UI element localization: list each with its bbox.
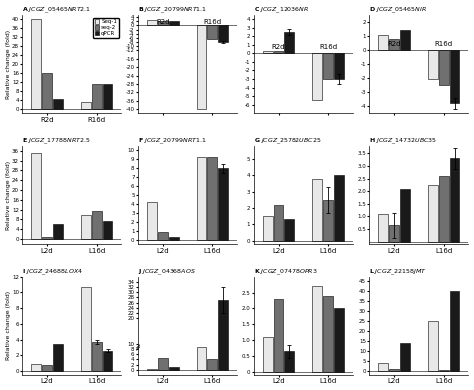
- Bar: [208, 25, 217, 39]
- Text: $\bf{E}$ $\it{JCGZ\_17788 NRT2.5}$: $\bf{E}$ $\it{JCGZ\_17788 NRT2.5}$: [22, 136, 91, 146]
- Bar: [450, 158, 459, 241]
- Y-axis label: Relative change (fold): Relative change (fold): [6, 30, 10, 99]
- Bar: [428, 185, 438, 241]
- Text: $\bf{I}$ $\it{JCGZ\_24688 LOX4}$: $\bf{I}$ $\it{JCGZ\_24688 LOX4}$: [22, 268, 83, 277]
- Y-axis label: Relative change (fold): Relative change (fold): [6, 160, 10, 229]
- Bar: [400, 343, 410, 371]
- Bar: [92, 84, 101, 109]
- Bar: [263, 216, 273, 241]
- Bar: [42, 237, 52, 239]
- Bar: [273, 299, 283, 372]
- Bar: [450, 50, 459, 103]
- Bar: [284, 351, 294, 372]
- Text: $\bf{J}$ $\it{JCGZ\_04368 AOS}$: $\bf{J}$ $\it{JCGZ\_04368 AOS}$: [138, 268, 196, 277]
- Bar: [147, 202, 157, 239]
- Bar: [323, 296, 333, 372]
- Text: R2d: R2d: [272, 44, 285, 50]
- Bar: [81, 102, 91, 109]
- Bar: [208, 360, 217, 370]
- Bar: [378, 35, 388, 50]
- Bar: [263, 51, 273, 53]
- Bar: [263, 337, 273, 372]
- Bar: [81, 215, 91, 239]
- Bar: [439, 50, 448, 85]
- Text: $\bf{B}$ $\it{JCGZ\_20799 NRT1.1}$: $\bf{B}$ $\it{JCGZ\_20799 NRT1.1}$: [138, 5, 207, 15]
- Bar: [284, 32, 294, 53]
- Bar: [439, 176, 448, 241]
- Bar: [197, 158, 206, 239]
- Bar: [42, 365, 52, 371]
- Y-axis label: Relative change (fold): Relative change (fold): [6, 291, 10, 360]
- Bar: [219, 25, 228, 42]
- Text: $\bf{L}$ $\it{JCGZ\_22158 JMT}$: $\bf{L}$ $\it{JCGZ\_22158 JMT}$: [369, 268, 427, 277]
- Bar: [103, 84, 112, 109]
- Bar: [389, 39, 399, 50]
- Text: R16d: R16d: [203, 19, 221, 25]
- Bar: [31, 364, 41, 371]
- Bar: [31, 153, 41, 239]
- Text: R16d: R16d: [319, 44, 337, 50]
- Text: $\bf{H}$ $\it{JCGZ\_14732 UBC35}$: $\bf{H}$ $\it{JCGZ\_14732 UBC35}$: [369, 136, 438, 146]
- Bar: [219, 300, 228, 370]
- Bar: [81, 287, 91, 371]
- Bar: [284, 220, 294, 241]
- Bar: [400, 30, 410, 50]
- Bar: [323, 53, 333, 79]
- Text: $\bf{A}$ $\it{JCGZ\_05465 NRT2.1}$: $\bf{A}$ $\it{JCGZ\_05465 NRT2.1}$: [22, 5, 92, 15]
- Bar: [92, 342, 101, 371]
- Bar: [103, 351, 112, 371]
- Bar: [53, 99, 63, 109]
- Bar: [103, 221, 112, 239]
- Bar: [428, 50, 438, 80]
- Text: R2d: R2d: [156, 19, 170, 25]
- Bar: [334, 308, 344, 372]
- Text: R16d: R16d: [435, 41, 453, 47]
- Bar: [147, 20, 157, 25]
- Bar: [389, 225, 399, 241]
- Bar: [400, 189, 410, 241]
- Bar: [428, 321, 438, 371]
- Bar: [208, 158, 217, 239]
- Legend: Seq-1, seq-2, qPCR: Seq-1, seq-2, qPCR: [93, 18, 118, 38]
- Text: R2d: R2d: [387, 41, 401, 47]
- Bar: [42, 73, 52, 109]
- Bar: [312, 179, 322, 241]
- Text: $\bf{C}$ $\it{JCGZ\_12036 NR}$: $\bf{C}$ $\it{JCGZ\_12036 NR}$: [254, 5, 309, 15]
- Bar: [389, 369, 399, 371]
- Bar: [53, 344, 63, 371]
- Text: $\bf{G}$ $\it{JCGZ\_25782 UBC25}$: $\bf{G}$ $\it{JCGZ\_25782 UBC25}$: [254, 136, 321, 146]
- Bar: [334, 176, 344, 241]
- Bar: [169, 21, 179, 25]
- Bar: [169, 237, 179, 239]
- Bar: [273, 205, 283, 241]
- Bar: [169, 367, 179, 370]
- Bar: [334, 53, 344, 79]
- Text: $\bf{F}$ $\it{JCGZ\_20799 NRT1.1}$: $\bf{F}$ $\it{JCGZ\_20799 NRT1.1}$: [138, 136, 207, 146]
- Bar: [158, 21, 168, 25]
- Bar: [158, 232, 168, 239]
- Bar: [31, 20, 41, 109]
- Bar: [197, 347, 206, 370]
- Bar: [273, 51, 283, 53]
- Bar: [450, 291, 459, 371]
- Bar: [147, 369, 157, 370]
- Bar: [219, 168, 228, 239]
- Text: $\bf{D}$ $\it{JCGZ\_05465 NIR}$: $\bf{D}$ $\it{JCGZ\_05465 NIR}$: [369, 5, 427, 15]
- Bar: [378, 214, 388, 241]
- Bar: [312, 53, 322, 100]
- Bar: [312, 286, 322, 372]
- Bar: [439, 370, 448, 371]
- Text: $\bf{K}$ $\it{JCGZ\_07478 OPR3}$: $\bf{K}$ $\it{JCGZ\_07478 OPR3}$: [254, 268, 318, 277]
- Bar: [158, 358, 168, 370]
- Bar: [53, 224, 63, 239]
- Bar: [92, 211, 101, 239]
- Bar: [378, 363, 388, 371]
- Bar: [197, 25, 206, 109]
- Bar: [323, 200, 333, 241]
